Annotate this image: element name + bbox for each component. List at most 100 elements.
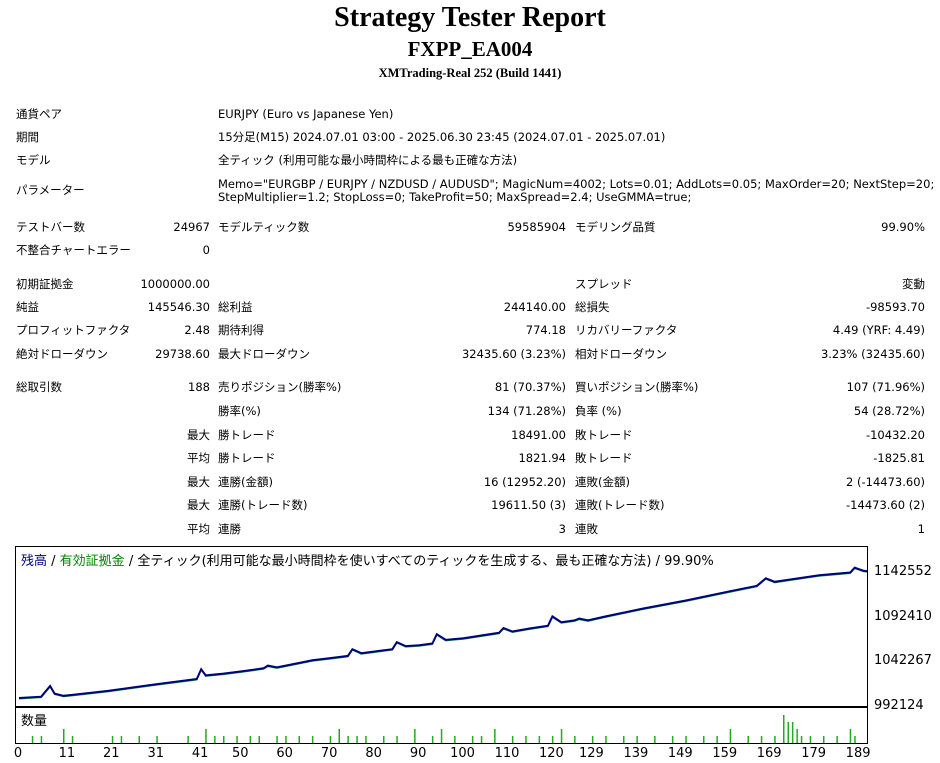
absolute-drawdown-value: 29738.60 [155, 347, 210, 361]
volume-bar [63, 729, 65, 743]
gross-loss-label: 総損失 [575, 300, 610, 314]
expected-payoff-value: 774.18 [525, 323, 566, 337]
spread-value: 変動 [902, 277, 925, 291]
net-profit-label: 純益 [16, 300, 39, 314]
largest-loss-label: 敗トレード [575, 428, 633, 442]
x-tick-label: 149 [667, 746, 693, 761]
volume-bar [685, 736, 687, 743]
volume-bar [494, 729, 496, 743]
x-tick-label: 41 [191, 746, 209, 761]
volume-bar [525, 736, 527, 743]
short-positions-value: 81 (70.37%) [494, 380, 566, 394]
volume-bar [654, 736, 656, 743]
volume-bar [276, 736, 278, 743]
absolute-drawdown-label: 絶対ドローダウン [16, 347, 108, 361]
max-consecutive-losses-count-label: 連敗(トレード数) [575, 498, 665, 512]
volume-bar [40, 736, 43, 743]
volume-bar [623, 736, 625, 743]
symbol-value: EURJPY (Euro vs Japanese Yen) [218, 107, 394, 121]
volume-label: 数量 [21, 714, 48, 729]
volume-bar [636, 736, 638, 743]
parameters-value-line2: StepMultiplier=1.2; StopLoss=0; TakeProf… [218, 190, 692, 204]
largest-win-label: 勝トレード [218, 428, 276, 442]
x-tick-label: 110 [494, 746, 520, 761]
balance-chart: 残高 / 有効証拠金 / 全ティック(利用可能な最小時間枠を使いすべてのティック… [15, 546, 868, 708]
max-drawdown-value: 32435.60 (3.23%) [461, 347, 566, 361]
volume-bar [454, 736, 456, 743]
x-tick-label: 90 [409, 746, 427, 761]
volume-bar [356, 736, 358, 743]
volume-chart-svg [31, 715, 856, 743]
volume-bar [187, 736, 189, 743]
volume-bar [258, 736, 260, 743]
volume-bar [791, 722, 794, 743]
mismatch-value: 0 [202, 243, 210, 257]
volume-bar [823, 736, 825, 743]
legend-separator: / [47, 554, 60, 569]
average-win-value: 1821.94 [518, 451, 566, 465]
recovery-factor-label: リカバリーファクタ [575, 323, 678, 337]
parameters-value-line1: Memo="EURGBP / EURJPY / NZDUSD / AUDUSD"… [218, 177, 935, 191]
volume-bar [716, 736, 718, 743]
volume-bar [431, 736, 434, 743]
legend-equity: 有効証拠金 [59, 554, 125, 569]
win-rate-label: 勝率(%) [218, 404, 261, 418]
period-label: 期間 [16, 130, 39, 144]
volume-chart: 数量 [15, 706, 868, 744]
volume-bar [729, 729, 732, 743]
long-positions-label: 買いポジション(勝率%) [575, 380, 699, 394]
max-consecutive-wins-count-value: 19611.50 (3) [491, 498, 566, 512]
volume-bar [849, 729, 852, 743]
average-consecutive-losses-label: 連敗 [575, 522, 598, 536]
volume-bar [329, 736, 332, 743]
ticks-label: モデルティック数 [218, 220, 310, 234]
ticks-value: 59585904 [507, 220, 566, 234]
volume-bar [774, 736, 776, 743]
trade-row-prefix: 最大 [187, 498, 210, 512]
volume-bar [560, 729, 563, 743]
volume-bar [138, 736, 140, 743]
volume-bar [796, 729, 798, 743]
bars-label: テストバー数 [16, 220, 85, 234]
average-consecutive-wins-label: 連勝 [218, 522, 241, 536]
volume-bar [760, 736, 763, 743]
volume-bar [285, 736, 287, 743]
volume-bar [396, 736, 398, 743]
y-tick-label: 992124 [874, 698, 924, 713]
volume-bar [809, 736, 812, 743]
bars-value: 24967 [173, 220, 210, 234]
report-title: Strategy Tester Report [334, 2, 606, 33]
expected-payoff-label: 期待利得 [218, 323, 264, 337]
legend-balance: 残高 [21, 554, 48, 569]
volume-bar [365, 736, 367, 743]
relative-drawdown-value: 3.23% (32435.60) [820, 347, 925, 361]
gross-profit-label: 総利益 [218, 300, 253, 314]
spread-label: スプレッド [575, 277, 633, 291]
volume-bar [298, 736, 300, 743]
y-tick-label: 1042267 [874, 653, 932, 668]
x-tick-label: 70 [320, 746, 338, 761]
deposit-label: 初期証拠金 [16, 277, 74, 291]
recovery-factor-value: 4.49 (YRF: 4.49) [832, 323, 925, 337]
quality-label: モデリング品質 [575, 220, 656, 234]
x-tick-label: 80 [365, 746, 382, 761]
volume-bar [236, 736, 238, 743]
profit-factor-value: 2.48 [184, 323, 210, 337]
largest-loss-value: -10432.20 [865, 428, 925, 442]
server-info: XMTrading-Real 252 (Build 1441) [378, 66, 562, 80]
volume-bar [311, 736, 314, 743]
volume-bar [574, 736, 576, 743]
profit-factor-label: プロフィットファクタ [16, 323, 131, 337]
trade-row-prefix: 平均 [187, 451, 210, 465]
volume-bar [347, 736, 349, 743]
x-tick-label: 21 [103, 746, 120, 761]
x-tick-label: 50 [232, 746, 249, 761]
x-tick-label: 0 [13, 746, 23, 761]
volume-bar [249, 736, 252, 743]
x-tick-label: 31 [147, 746, 165, 761]
volume-bar [338, 729, 340, 743]
x-tick-label: 189 [845, 746, 871, 761]
volume-bar [440, 729, 443, 743]
y-tick-label: 1142552 [874, 564, 932, 579]
total-trades-label: 総取引数 [16, 380, 62, 394]
